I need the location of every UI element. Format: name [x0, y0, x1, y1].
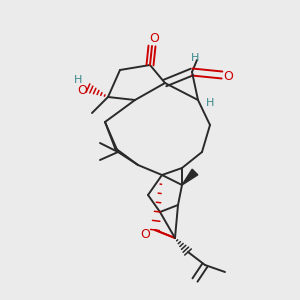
Polygon shape — [182, 169, 198, 185]
Text: H: H — [74, 75, 82, 85]
Text: O: O — [149, 32, 159, 44]
Text: O: O — [140, 229, 150, 242]
Text: H: H — [206, 98, 214, 108]
Text: O: O — [77, 83, 87, 97]
Text: H: H — [191, 53, 199, 63]
Text: O: O — [223, 70, 233, 83]
